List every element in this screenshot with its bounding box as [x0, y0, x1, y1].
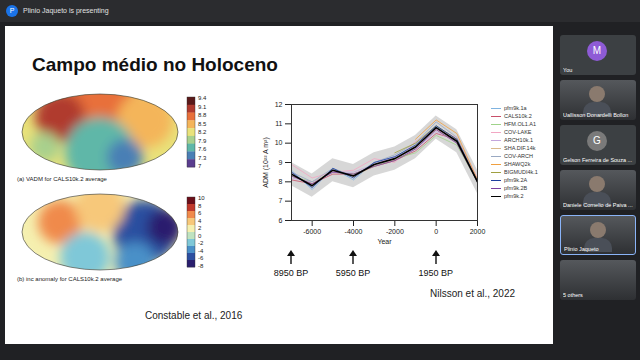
- svg-text:10: 10: [198, 195, 205, 201]
- svg-text:7: 7: [198, 163, 202, 169]
- html-text:Plinio Jaqueto is presenting: Plinio Jaqueto is presenting: [23, 7, 109, 14]
- svg-text:7: 7: [279, 197, 283, 204]
- html-text:CALS10k.2: CALS10k.2: [504, 113, 532, 119]
- html-text:G: G: [593, 135, 601, 146]
- html-text:5 others: 5 others: [563, 292, 583, 298]
- svg-text:0: 0: [434, 228, 438, 235]
- svg-text:7.6: 7.6: [198, 146, 207, 152]
- html-text:HFM.OL1.A1: HFM.OL1.A1: [504, 121, 537, 127]
- svg-text:-6000: -6000: [303, 228, 321, 235]
- html-text:5950 BP: 5950 BP: [335, 268, 371, 278]
- svg-text:11: 11: [275, 120, 282, 127]
- html-text:COV-LAKE: COV-LAKE: [504, 129, 532, 135]
- svg-text:10: 10: [275, 139, 283, 146]
- html-text:Uallisson Donardelli Bollon: Uallisson Donardelli Bollon: [563, 112, 629, 118]
- svg-text:9.4: 9.4: [198, 95, 207, 101]
- svg-text:-2000: -2000: [386, 228, 404, 235]
- html-text:1950 BP: 1950 BP: [418, 268, 453, 278]
- svg-text:7.3: 7.3: [198, 155, 207, 161]
- svg-text:2000: 2000: [470, 228, 486, 235]
- svg-text:-8: -8: [198, 263, 204, 269]
- html-text:pfm9k.2: pfm9k.2: [504, 193, 524, 199]
- html-text:COV-ARCH: COV-ARCH: [504, 153, 533, 159]
- html-text:Campo médio no Holoceno: Campo médio no Holoceno: [32, 54, 278, 75]
- svg-text:-6: -6: [198, 255, 204, 261]
- svg-text:6: 6: [198, 210, 202, 216]
- svg-text:(b) inc anomaly for CALS10k.2: (b) inc anomaly for CALS10k.2 average: [17, 276, 123, 282]
- html-text:pfm9k.2B: pfm9k.2B: [504, 185, 528, 191]
- html-text:SHAWQ2k: SHAWQ2k: [504, 161, 531, 167]
- svg-text:12: 12: [275, 101, 283, 108]
- html-text:Constable et al., 2016: Constable et al., 2016: [145, 310, 243, 321]
- svg-text:-4: -4: [198, 248, 204, 254]
- html-text:Plinio Jaqueto: Plinio Jaqueto: [564, 246, 599, 252]
- html-text:Nilsson et al., 2022: Nilsson et al., 2022: [430, 288, 516, 299]
- html-text:Gelson Ferreira de Souza ...: Gelson Ferreira de Souza ...: [563, 157, 633, 163]
- html-text:M: M: [592, 45, 602, 56]
- html-text:8950 BP: 8950 BP: [273, 268, 309, 278]
- html-text:pfm9k.1a: pfm9k.1a: [504, 105, 527, 111]
- svg-text:-2: -2: [198, 240, 204, 246]
- svg-text:9: 9: [279, 159, 283, 166]
- html-text:SHA.DIF.14k: SHA.DIF.14k: [504, 145, 536, 151]
- html-text:P: P: [9, 7, 15, 14]
- svg-text:2: 2: [198, 225, 202, 231]
- svg-text:0: 0: [198, 233, 202, 239]
- svg-text:8.5: 8.5: [198, 121, 207, 127]
- svg-text:8.2: 8.2: [198, 129, 207, 135]
- svg-text:9.1: 9.1: [198, 104, 207, 110]
- html-text:BIGMUDI4k.1: BIGMUDI4k.1: [504, 169, 538, 175]
- html-text:pfm9k.2A: pfm9k.2A: [504, 177, 528, 183]
- svg-text:4: 4: [198, 218, 202, 224]
- svg-text:-4000: -4000: [345, 228, 363, 235]
- svg-text:ADM (10²² A m²): ADM (10²² A m²): [262, 137, 270, 188]
- svg-text:6: 6: [279, 217, 283, 224]
- svg-text:Year: Year: [377, 238, 392, 245]
- svg-text:7.9: 7.9: [198, 138, 207, 144]
- svg-text:8: 8: [198, 203, 202, 209]
- svg-text:8: 8: [279, 178, 283, 185]
- html-text:ARCH10k.1: ARCH10k.1: [504, 137, 533, 143]
- svg-text:(a) VADM for CALS10k.2 average: (a) VADM for CALS10k.2 average: [17, 176, 108, 182]
- svg-text:8.8: 8.8: [198, 112, 207, 118]
- html-text:You: You: [563, 67, 573, 73]
- html-text:Daniele Cornelio de Paiva ...: Daniele Cornelio de Paiva ...: [563, 202, 633, 208]
